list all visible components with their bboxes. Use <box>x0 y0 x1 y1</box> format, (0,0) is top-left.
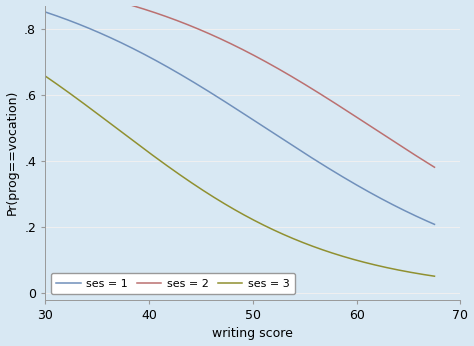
ses = 3 <box>323 249 329 253</box>
ses = 3 <box>325 249 331 254</box>
ses = 1 <box>287 142 293 146</box>
ses = 2 <box>197 27 202 31</box>
Y-axis label: Pr(prog==vocation): Pr(prog==vocation) <box>6 90 18 216</box>
ses = 1 <box>89 27 95 31</box>
ses = 2 <box>323 95 329 100</box>
ses = 2 <box>169 17 175 21</box>
ses = 3 <box>42 74 48 78</box>
X-axis label: writing score: writing score <box>212 327 293 340</box>
ses = 3 <box>169 167 175 171</box>
Line: ses = 1: ses = 1 <box>45 12 435 224</box>
ses = 3 <box>197 186 202 190</box>
ses = 2 <box>287 73 293 78</box>
ses = 1 <box>169 67 175 72</box>
Line: ses = 2: ses = 2 <box>45 0 435 167</box>
ses = 1 <box>325 166 331 170</box>
Legend: ses = 1, ses = 2, ses = 3: ses = 1, ses = 2, ses = 3 <box>51 273 295 294</box>
ses = 2 <box>325 97 331 101</box>
ses = 1 <box>323 165 329 169</box>
ses = 3 <box>432 274 438 278</box>
ses = 1 <box>197 84 202 88</box>
ses = 3 <box>89 108 95 112</box>
ses = 3 <box>287 235 293 239</box>
ses = 2 <box>432 165 438 169</box>
ses = 1 <box>432 222 438 226</box>
Line: ses = 3: ses = 3 <box>45 76 435 276</box>
ses = 1 <box>42 10 48 14</box>
